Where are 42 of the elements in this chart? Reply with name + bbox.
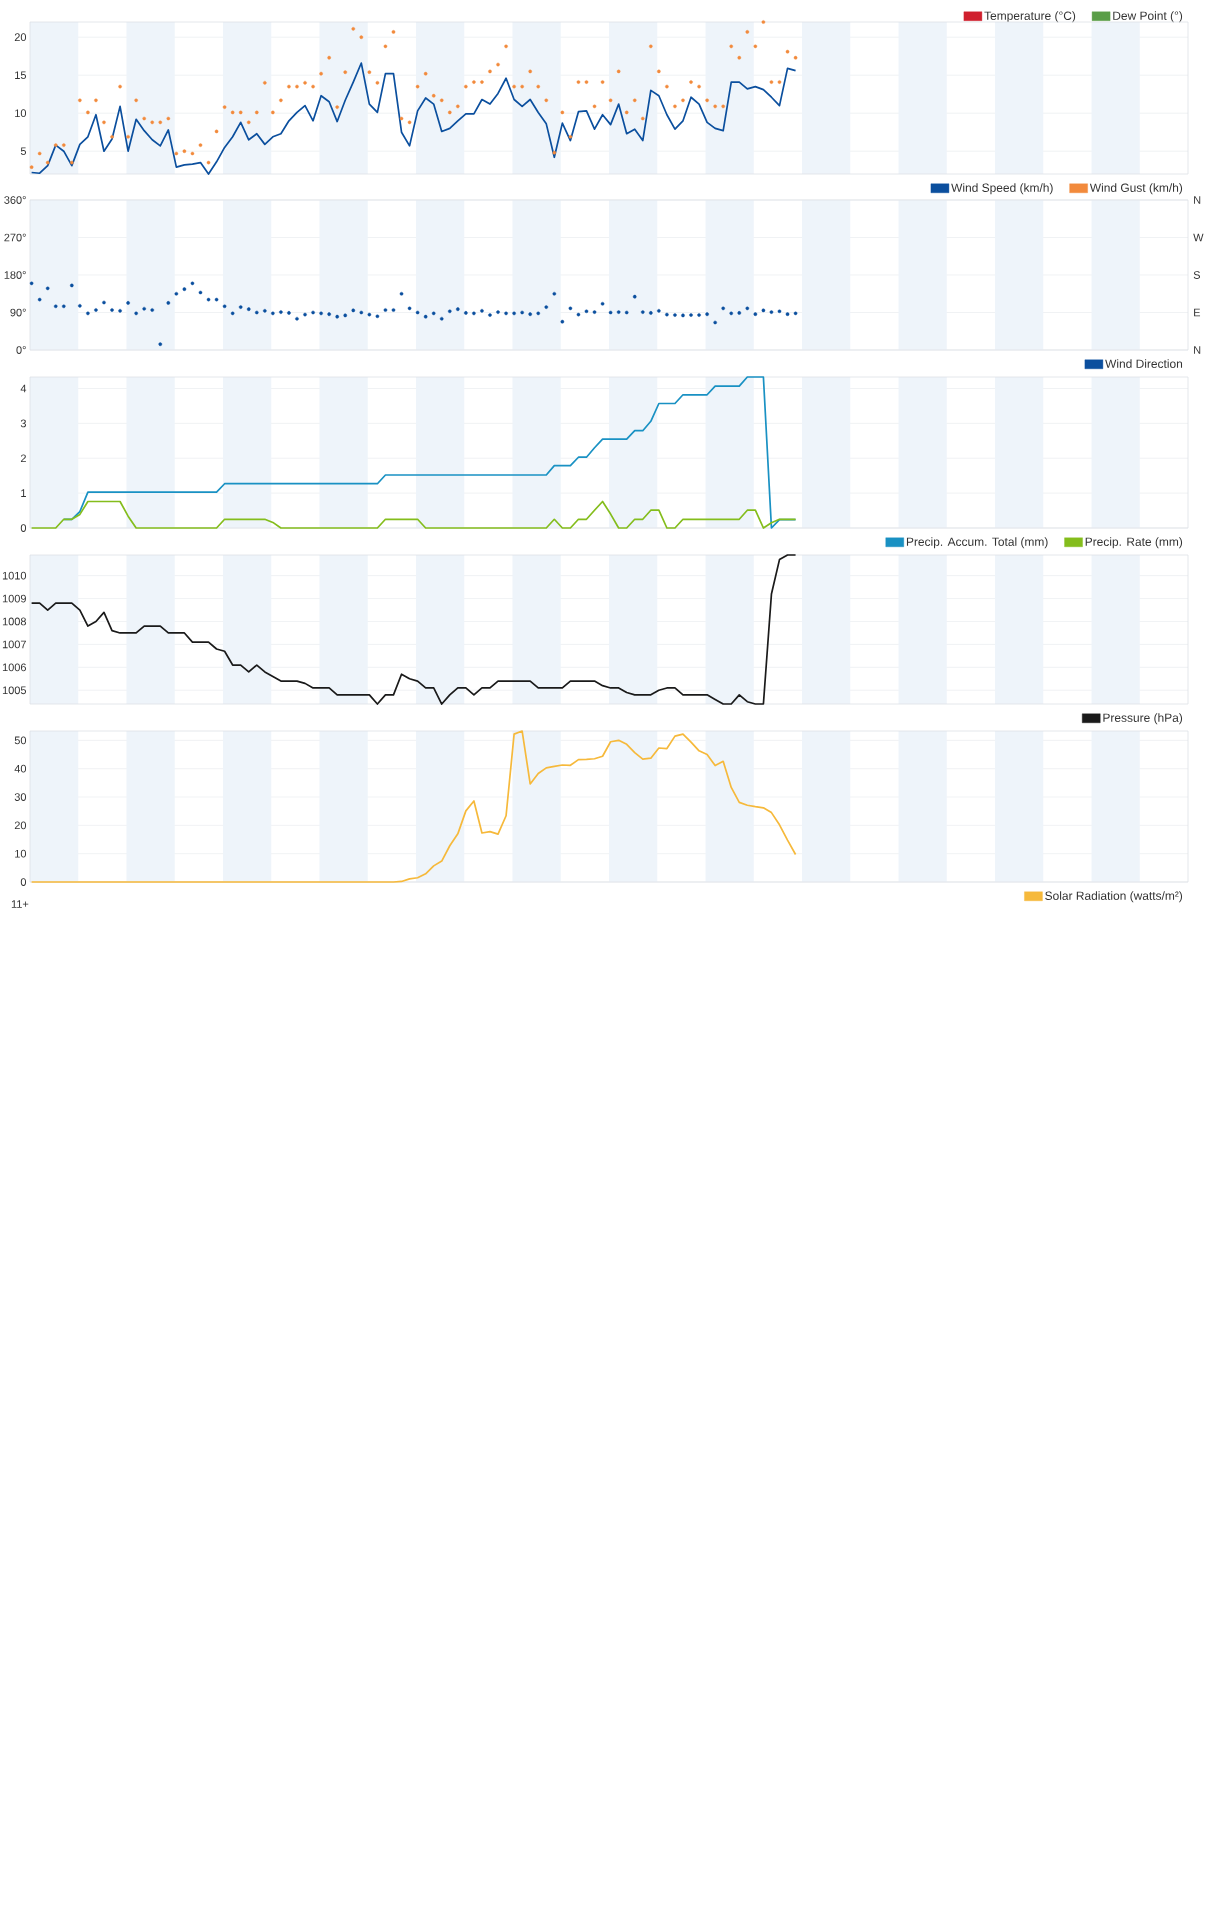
- legend-label: Wind Gust (km/h): [1089, 183, 1183, 195]
- y-tick-label: 1005: [2, 686, 27, 695]
- y-tick-label: 0: [20, 524, 27, 532]
- text: N: [1194, 196, 1201, 204]
- legend-label: Pressure (hPa): [1103, 713, 1183, 725]
- y-tick-label: 40: [14, 764, 27, 773]
- line-series: [30, 62, 797, 175]
- y-tick-label: 360°: [4, 196, 26, 204]
- y-tick-label: 10: [15, 849, 27, 858]
- legend-label: Wind Speed (km/h): [951, 183, 1053, 195]
- y-tick-label: 1010: [2, 571, 27, 580]
- y-tick-label: 50: [14, 736, 27, 745]
- y-tick-label: 1: [21, 489, 26, 497]
- y-tick-label: 3: [20, 419, 26, 428]
- text: N: [1194, 346, 1201, 354]
- text: W: [1193, 233, 1204, 242]
- y-tick-label: 1009: [2, 594, 26, 603]
- legend-label: Temperature (°C): [984, 11, 1076, 23]
- y-tick-label: 1008: [2, 617, 26, 626]
- y-tick-label: 0: [20, 878, 27, 886]
- y-tick-label: 4: [20, 384, 27, 393]
- y-tick-label: 2: [20, 454, 26, 463]
- legend-label: Precip. Accum. Total (mm): [906, 537, 1048, 549]
- y-tick-label: 0°: [16, 346, 26, 354]
- y-tick-label: 15: [15, 71, 27, 80]
- text: S: [1193, 271, 1200, 279]
- y-tick-label: 270°: [4, 233, 26, 242]
- legend-label: Dew Point (°): [1113, 11, 1183, 23]
- y-tick-label: 20: [14, 33, 27, 42]
- y-tick-label: 1006: [2, 663, 26, 672]
- legend-label: Precip. Rate (mm): [1085, 537, 1183, 549]
- y-tick-label: 20: [14, 821, 27, 830]
- y-tick-label: 10: [15, 109, 27, 118]
- y-tick-label: 30: [14, 793, 27, 801]
- text: E: [1194, 308, 1201, 317]
- legend-label: Solar Radiation (watts/m²): [1045, 891, 1183, 903]
- text: 11+: [11, 900, 29, 908]
- y-tick-label: 90°: [10, 308, 26, 317]
- y-tick-label: 5: [20, 147, 27, 156]
- y-tick-label: 1007: [2, 640, 26, 649]
- legend-label: Wind Direction: [1105, 359, 1183, 368]
- y-tick-label: 180°: [4, 271, 26, 279]
